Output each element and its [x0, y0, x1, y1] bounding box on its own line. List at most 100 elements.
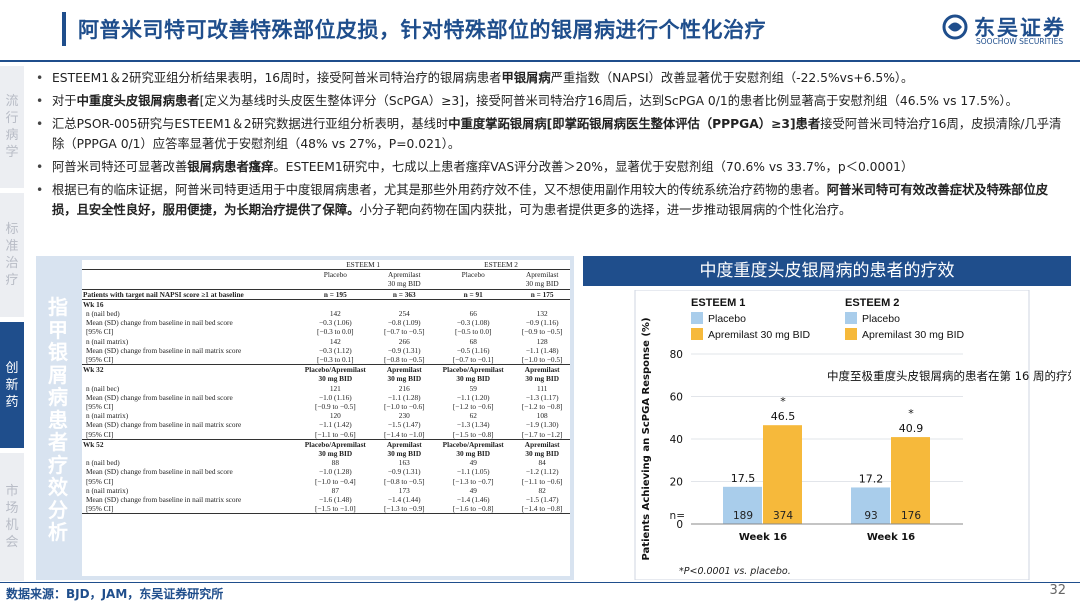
- sidebar-tab-char: 市: [5, 484, 19, 499]
- bullet-text: 汇总PSOR-005研究与ESTEEM1＆2研究数据进行亚组分析表明，基线时: [52, 117, 449, 131]
- table-cell: [−1.1 to −0.6]: [294, 429, 377, 440]
- footer-divider: [0, 582, 1080, 583]
- table-cell: [−0.8 to −0.5]: [376, 355, 433, 366]
- table-cell: −1.2 (1.12): [525, 467, 559, 477]
- bullet-emphasis: 甲银屑病: [501, 71, 551, 85]
- sidebar-tab-char: 疗: [5, 273, 19, 288]
- table-cell: n = 195: [294, 288, 377, 300]
- sidebar-tab-char: 病: [5, 128, 19, 143]
- x-category-label: Week 16: [867, 532, 915, 543]
- sidebar-tab-2[interactable]: 标准治疗: [0, 193, 24, 317]
- table-cell: ESTEEM 1: [294, 260, 433, 271]
- scpga-response-chart: ESTEEM 1 Placebo Apremilast 30 mg BID ESTEE…: [634, 290, 1071, 580]
- vertical-label-char: 效: [48, 475, 68, 499]
- table-cell: −1.9 (1.30): [525, 420, 559, 430]
- table-cell: [−1.2 to −0.8]: [521, 402, 563, 412]
- table-cell: 142: [329, 336, 341, 346]
- table-cell: [−1.5 to −1.0]: [294, 504, 377, 515]
- table-cell: [95% CI]: [82, 355, 295, 366]
- table-row: Mean (SD) change from baseline in nail m…: [82, 420, 570, 429]
- sidebar-tab-3[interactable]: 创新药: [0, 322, 24, 448]
- table-cell: 82: [538, 485, 546, 495]
- sidebar-tab-char: 药: [5, 394, 19, 410]
- table-cell: −0.9 (1.31): [387, 345, 421, 355]
- table-row: Wk 52 Placebo/Apremilast 30 mg BID Apremila…: [82, 438, 570, 459]
- sidebar-tab-char: 行: [5, 111, 19, 126]
- table-cell: [432, 299, 514, 309]
- table-row: n (nail bed) 142 254 66 132: [82, 309, 570, 318]
- legend-group-title: ESTEEM 2: [845, 297, 899, 309]
- table-cell: 254: [398, 309, 410, 319]
- chart-subtitle: 中度至极重度头皮银屑病的患者在第 16 周的疗效: [827, 369, 1071, 383]
- table-cell: Placebo/Apremilast 30 mg BID: [294, 364, 377, 384]
- scalp-psoriasis-panel: 中度重度头皮银屑病的患者的疗效 ESTEEM 1 Placebo Apremilas…: [583, 256, 1071, 580]
- table-cell: n (nail matrix): [86, 411, 129, 421]
- y-axis-label: Patients Achieving an ScPGA Response (%): [641, 317, 652, 560]
- bullet-emphasis: 阿普米司特可有效改善症状及特殊部位皮损，且安全性良好，服用便捷，为长期治疗提供了…: [52, 183, 1049, 217]
- table-cell: 142: [329, 309, 341, 319]
- bar-n-label: 189: [733, 510, 753, 522]
- bullet-emphasis: 中重度掌跖银屑病[即掌跖银屑病医生整体评估（PPPGA）≥3]患者: [448, 117, 821, 131]
- sidebar-tab-1[interactable]: 流行病学: [0, 66, 24, 188]
- table-cell: 216: [398, 383, 410, 393]
- sidebar-tab-4[interactable]: 市场机会: [0, 453, 24, 581]
- n-label: n=: [670, 510, 685, 522]
- table-cell: −1.3 (1.34): [456, 420, 490, 430]
- table-cell: 173: [398, 485, 410, 495]
- table-cell: Apremilast 30 mg BID: [387, 270, 421, 289]
- y-tick-label: 0: [676, 519, 683, 531]
- table-cell: [−1.1 to −0.6]: [521, 476, 563, 486]
- table-cell: 230: [398, 411, 410, 421]
- table-cell: 121: [329, 383, 341, 393]
- table-cell: n = 91: [432, 288, 515, 300]
- table-cell: 128: [536, 336, 548, 346]
- data-source: 数据来源：BJD，JAM，东吴证券研究所: [6, 587, 224, 601]
- table-row: Wk 16: [82, 299, 570, 309]
- table-row: [95% CI] [−1.0 to −0.4] [−0.8 to −0.5] [−1.…: [82, 477, 570, 486]
- table-cell: [376, 299, 432, 309]
- bar-n-label: 374: [773, 510, 793, 522]
- legend-swatch: [845, 328, 857, 340]
- table-cell: −1.1 (1.28): [387, 392, 421, 402]
- table-cell: [−1.7 to −1.2]: [514, 429, 570, 440]
- significance-star: *: [780, 395, 786, 408]
- table-cell: −0.9 (1.16): [525, 318, 559, 328]
- nail-napsi-table-wrapper: ESTEEM 1 ESTEEM 2 Placebo Apremilast 30 mg B…: [82, 260, 570, 576]
- table-cell: −1.0 (1.28): [318, 467, 352, 477]
- table-row: [95% CI] [−1.1 to −0.6] [−1.4 to −1.0] [−1.…: [82, 429, 570, 440]
- table-cell: n (nail bed): [86, 309, 120, 319]
- bullet-item: 根据已有的临床证据，阿普米司特更适用于中度银屑病患者，尤其是那些外用药疗效不佳，…: [34, 180, 1069, 220]
- table-cell: 68: [469, 336, 477, 346]
- table-cell: Placebo/Apremilast 30 mg BID: [294, 438, 377, 459]
- table-row: ESTEEM 1 ESTEEM 2: [82, 260, 570, 271]
- table-cell: n = 175: [514, 288, 570, 300]
- table-cell: Mean (SD) change from baseline in nail b…: [86, 467, 233, 477]
- scs-logo-icon: [942, 14, 968, 40]
- sidebar-tab-char: 学: [5, 145, 19, 160]
- bullet-text: 。ESTEEM1研究中，七成以上患者瘙痒VAS评分改善＞20%，显著优于安慰剂组…: [273, 160, 914, 174]
- header-divider: [0, 60, 1080, 62]
- bullet-text: 接受阿普米司特治疗16周，皮损清除/几乎清除（PPPGA 0/1）应答率显著优于…: [52, 117, 1062, 151]
- table-cell: [−1.2 to −0.6]: [452, 402, 494, 412]
- table-cell: [−0.3 to 0.0]: [317, 327, 354, 337]
- bar-value-label: 17.5: [731, 472, 756, 485]
- vertical-label-char: 分: [48, 497, 68, 522]
- table-cell: Wk 32: [82, 364, 295, 384]
- table-cell: Placebo: [323, 270, 347, 280]
- chart-footnote: *P<0.0001 vs. placebo.: [679, 566, 791, 577]
- y-tick-label: 40: [670, 434, 683, 446]
- table-row: n (nail matrix) 87 173 49 82: [82, 486, 570, 495]
- bullet-text: 阿普米司特还可显著改善: [52, 160, 188, 174]
- vertical-label-char: 甲: [48, 317, 68, 342]
- table-cell: −0.3 (1.08): [456, 318, 490, 328]
- table-cell: [514, 299, 570, 309]
- table-cell: [294, 299, 376, 309]
- table-cell: −1.4 (1.46): [456, 495, 490, 505]
- table-cell: Apremilast 30 mg BID: [525, 270, 559, 289]
- table-cell: [−0.9 to −0.5]: [314, 402, 356, 412]
- table-cell: n (nail bec): [86, 383, 120, 393]
- table-cell: [−0.7 to −0.5]: [383, 327, 425, 337]
- table-cell: [82, 260, 295, 271]
- table-cell: [−1.3 to −0.9]: [376, 504, 433, 515]
- table-cell: −1.1 (1.42): [318, 420, 352, 430]
